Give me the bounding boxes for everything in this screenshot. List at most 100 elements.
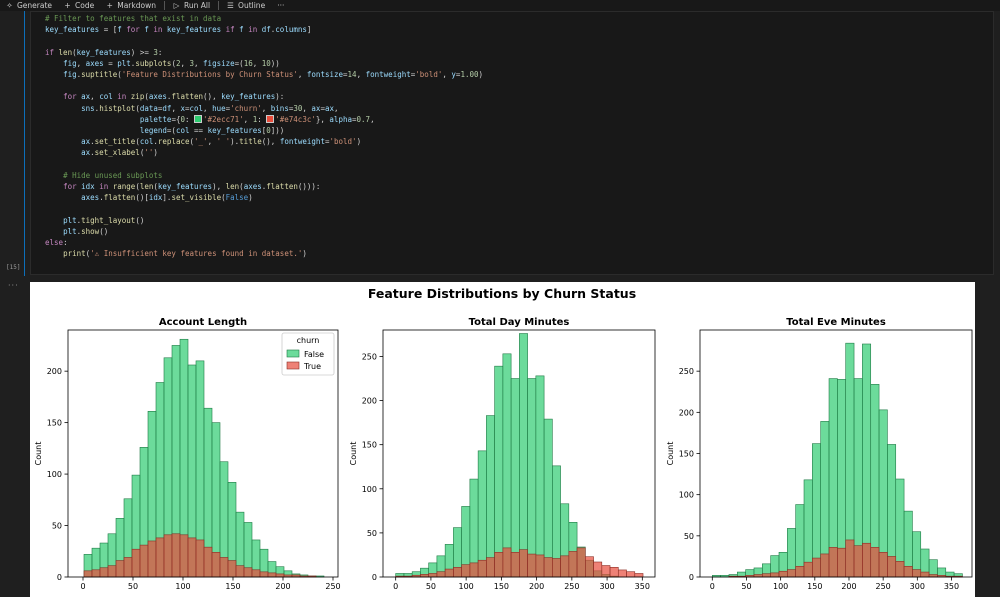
- toolbar-item-label: Outline: [238, 1, 266, 10]
- histogram-bar-true: [920, 571, 930, 578]
- histogram-bar-false: [543, 418, 553, 578]
- x-tick-label: 250: [564, 582, 579, 591]
- histogram-bar-true: [895, 561, 905, 578]
- y-tick-label: 100: [362, 485, 377, 494]
- histogram-bar-true: [163, 534, 173, 578]
- histogram-bar-true: [469, 562, 479, 578]
- notebook-toolbar: ✧ Generate + Code + Markdown ▷ Run All ☰ Outline ·…: [0, 0, 1000, 11]
- figure-suptitle: Feature Distributions by Churn Status: [368, 286, 636, 301]
- histogram-bar-true: [887, 556, 897, 578]
- output-more-icon[interactable]: ···: [8, 281, 19, 290]
- histogram-bar-true: [519, 549, 528, 578]
- histogram-bar-false: [477, 450, 487, 578]
- y-tick-label: 250: [362, 352, 377, 361]
- histogram-bar-true: [436, 571, 446, 578]
- histogram-bar-false: [510, 378, 520, 578]
- histogram-bar-true: [787, 569, 796, 578]
- histogram-bar-true: [139, 544, 149, 578]
- histogram-bar-false: [469, 478, 479, 578]
- toolbar-generate-button[interactable]: ✧ Generate: [0, 0, 58, 11]
- y-tick-label: 150: [47, 419, 62, 428]
- histogram-bar-true: [626, 571, 636, 578]
- legend-title: churn: [297, 336, 320, 345]
- histogram-bar-true: [83, 570, 93, 578]
- legend-swatch-false: [286, 349, 300, 358]
- sparkle-icon: ✧: [6, 1, 13, 10]
- histogram-bar-true: [853, 545, 863, 578]
- cell-output: Feature Distributions by Churn Status Acc…: [30, 282, 975, 597]
- y-tick-label: 200: [47, 367, 62, 376]
- histogram-bar-true: [803, 561, 813, 578]
- y-tick-label: 50: [367, 529, 377, 538]
- y-tick-label: 50: [52, 522, 62, 531]
- histogram-bar-true: [862, 542, 872, 578]
- histogram-bar-true: [601, 565, 611, 578]
- legend-label: True: [303, 362, 321, 371]
- histogram-bar-true: [510, 551, 520, 578]
- x-tick-label: 150: [807, 582, 822, 591]
- histogram-bar-true: [634, 573, 644, 578]
- histogram-bar-false: [519, 333, 528, 578]
- histogram-bar-true: [477, 559, 487, 578]
- plus-icon: +: [106, 1, 113, 10]
- histogram-bar-true: [870, 547, 880, 578]
- y-tick-label: 250: [679, 367, 694, 376]
- histogram-bar-true: [778, 570, 788, 578]
- x-tick-label: 100: [773, 582, 788, 591]
- x-tick-label: 100: [175, 582, 190, 591]
- histogram-bar-true: [770, 572, 780, 578]
- axes-frame: [382, 329, 656, 578]
- histogram-bar-true: [227, 560, 237, 578]
- y-axis-label: Count: [666, 442, 675, 466]
- histogram-bar-true: [461, 564, 471, 578]
- histogram-bar-true: [494, 551, 504, 578]
- x-tick-label: 200: [529, 582, 544, 591]
- histogram-bar-true: [593, 561, 603, 578]
- histogram-bar-true: [560, 555, 570, 578]
- histogram-bar-true: [878, 551, 888, 578]
- histogram-bar-true: [502, 547, 512, 578]
- subplot-title: Total Eve Minutes: [786, 317, 886, 328]
- y-tick-label: 0: [372, 573, 377, 582]
- histogram-bar-true: [543, 557, 553, 578]
- toolbar-more-icon[interactable]: ···: [277, 1, 285, 10]
- y-tick-label: 100: [47, 470, 62, 479]
- y-tick-label: 150: [679, 450, 694, 459]
- toolbar-markdown-button[interactable]: + Markdown: [100, 0, 162, 11]
- histogram-bar-false: [494, 365, 504, 578]
- toolbar-item-label: Markdown: [117, 1, 156, 10]
- histogram-bar-true: [453, 566, 462, 578]
- histogram-bar-true: [585, 556, 594, 578]
- x-tick-label: 0: [393, 582, 398, 591]
- histogram-bar-false: [486, 415, 495, 578]
- toolbar-code-button[interactable]: + Code: [58, 0, 100, 11]
- toolbar-item-label: Generate: [17, 1, 53, 10]
- y-tick-label: 150: [362, 441, 377, 450]
- histogram-bar-true: [762, 573, 771, 578]
- x-tick-label: 50: [426, 582, 436, 591]
- histogram-bar-true: [535, 554, 545, 578]
- histogram-bar-true: [837, 547, 847, 578]
- histogram-bar-true: [795, 565, 805, 578]
- code-cell[interactable]: # Filter to features that exist in data …: [0, 11, 1000, 276]
- histogram-bar-true: [115, 560, 125, 578]
- x-tick-label: 250: [876, 582, 891, 591]
- toolbar-outline-button[interactable]: ☰ Outline: [221, 0, 271, 11]
- run-all-icon: ▷: [173, 1, 180, 10]
- subplot-title: Total Day Minutes: [469, 317, 570, 328]
- x-tick-label: 0: [710, 582, 715, 591]
- x-tick-label: 350: [635, 582, 650, 591]
- x-tick-label: 0: [80, 582, 85, 591]
- histogram-bar-true: [235, 565, 245, 578]
- x-tick-label: 50: [741, 582, 751, 591]
- histogram-bar-true: [576, 547, 586, 578]
- code-editor[interactable]: # Filter to features that exist in data …: [30, 11, 994, 275]
- toolbar-item-label: Code: [75, 1, 95, 10]
- histogram-bar-true: [171, 533, 181, 578]
- toolbar-run-all-button[interactable]: ▷ Run All: [167, 0, 216, 11]
- toolbar-item-label: Run All: [183, 1, 211, 10]
- legend-swatch-true: [286, 361, 300, 370]
- code-content[interactable]: # Filter to features that exist in data …: [45, 14, 484, 259]
- histogram-bar-true: [203, 546, 213, 578]
- histogram-bar-true: [527, 553, 537, 578]
